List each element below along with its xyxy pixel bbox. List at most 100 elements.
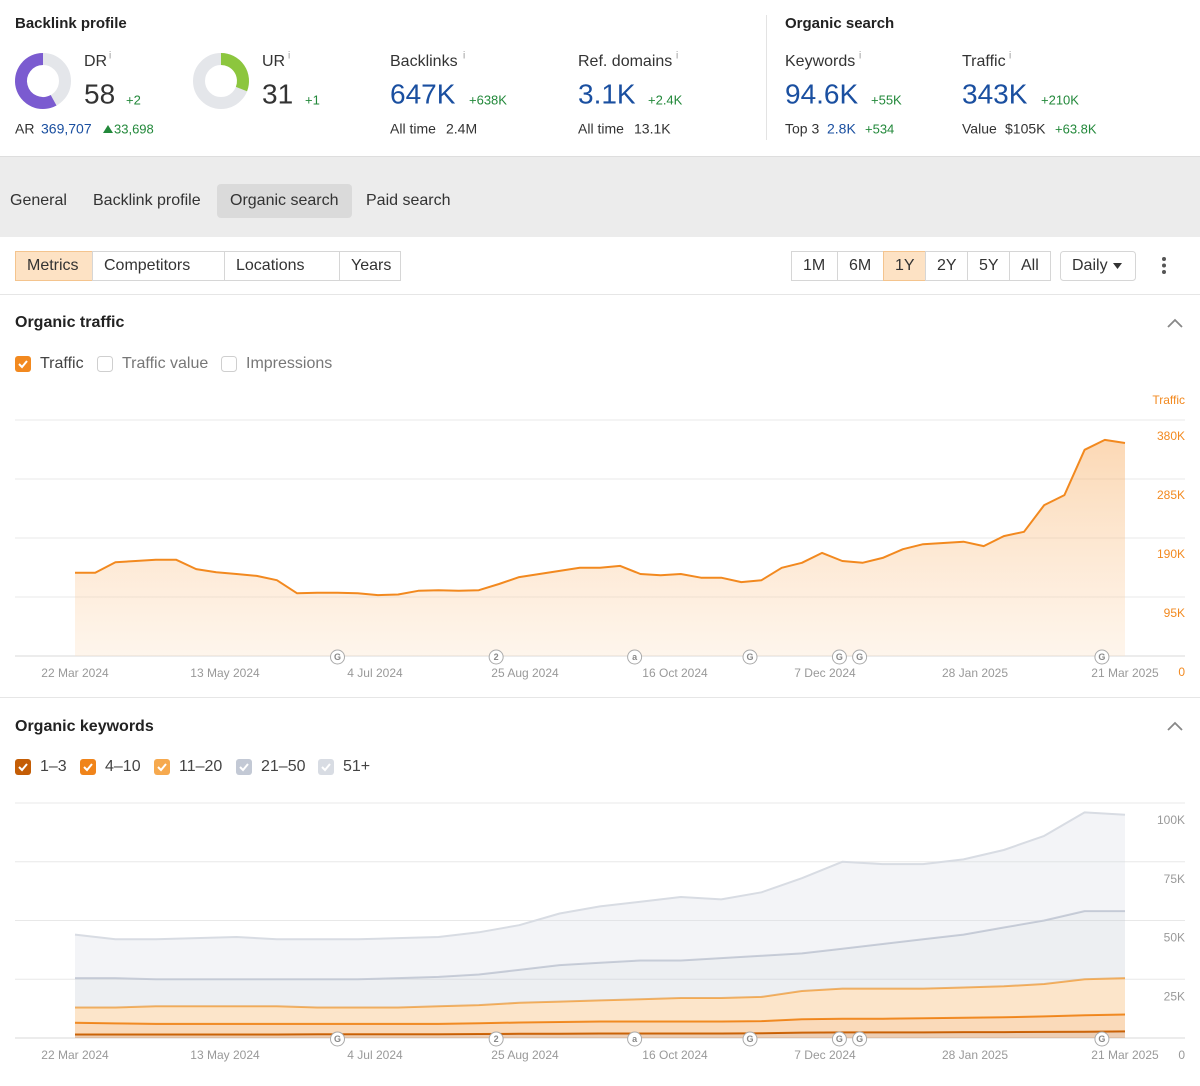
tab[interactable]: Organic search bbox=[230, 192, 339, 209]
section-title: Backlink profile bbox=[15, 15, 127, 32]
checkbox[interactable] bbox=[80, 759, 96, 775]
checkbox[interactable] bbox=[318, 759, 334, 775]
y-tick-label: 285K bbox=[1157, 488, 1185, 502]
event-marker[interactable] bbox=[330, 649, 345, 665]
event-marker[interactable] bbox=[831, 649, 847, 665]
chart-title: Organic traffic bbox=[15, 314, 124, 331]
collapse-toggle[interactable] bbox=[1167, 721, 1183, 731]
line bbox=[75, 977, 1126, 1009]
toolbar-button[interactable] bbox=[339, 251, 401, 281]
x-tick-label: 16 Oct 2024 bbox=[642, 666, 708, 680]
interval-select[interactable] bbox=[1060, 251, 1136, 281]
toolbar-label[interactable]: 2Y bbox=[937, 257, 957, 274]
toolbar-label[interactable]: 1Y bbox=[895, 257, 915, 274]
checkbox[interactable] bbox=[236, 759, 252, 775]
legend-label: 1–3 bbox=[40, 758, 67, 775]
checkmark bbox=[18, 763, 28, 772]
toolbar-button[interactable] bbox=[837, 251, 884, 281]
tab[interactable]: Backlink profile bbox=[93, 192, 201, 209]
toolbar-label[interactable]: All bbox=[1021, 257, 1039, 274]
y-tick-label: 190K bbox=[1157, 547, 1185, 561]
checkbox[interactable] bbox=[15, 356, 31, 372]
toolbar-label[interactable]: 1M bbox=[803, 257, 825, 274]
event-marker[interactable] bbox=[742, 1031, 758, 1047]
event-label: G bbox=[746, 652, 753, 662]
event-label: 2 bbox=[494, 652, 499, 662]
checkbox[interactable] bbox=[221, 356, 237, 372]
metric-change: +55K bbox=[871, 92, 902, 107]
info-icon: i bbox=[1009, 51, 1011, 62]
legend-label: 21–50 bbox=[261, 758, 306, 775]
event-marker[interactable] bbox=[627, 1031, 643, 1047]
toolbar-button[interactable] bbox=[967, 251, 1010, 281]
x-tick-label: 22 Mar 2024 bbox=[41, 666, 109, 680]
event-marker[interactable] bbox=[742, 649, 758, 665]
toolbar-button[interactable] bbox=[1009, 251, 1051, 281]
more-menu[interactable] bbox=[1162, 257, 1166, 274]
toolbar-button[interactable] bbox=[925, 251, 968, 281]
toolbar-label[interactable]: Metrics bbox=[27, 257, 79, 274]
event-marker[interactable] bbox=[1094, 649, 1110, 665]
event-marker[interactable] bbox=[1094, 1031, 1110, 1047]
info-icon: i bbox=[463, 51, 465, 62]
metric-value: 13.1K bbox=[634, 121, 671, 137]
metric-change: +2.4K bbox=[648, 92, 683, 107]
gauge-arc bbox=[15, 53, 57, 109]
interval-label[interactable]: Daily bbox=[1072, 257, 1108, 274]
up-arrow bbox=[103, 125, 113, 133]
event-marker[interactable] bbox=[852, 649, 868, 665]
event-marker[interactable] bbox=[330, 1031, 345, 1047]
event-label: G bbox=[1098, 1034, 1105, 1044]
metric-change: +534 bbox=[865, 121, 894, 136]
event-label: G bbox=[334, 1034, 341, 1044]
event-marker[interactable] bbox=[831, 1031, 847, 1047]
toolbar-label[interactable]: 5Y bbox=[979, 257, 999, 274]
y-tick-label: 380K bbox=[1157, 429, 1185, 443]
metric-value: 647K bbox=[390, 78, 456, 109]
toolbar-button[interactable] bbox=[92, 251, 225, 281]
event-marker[interactable] bbox=[488, 1031, 504, 1047]
legend-label: Impressions bbox=[246, 355, 332, 372]
checkmark bbox=[18, 360, 28, 369]
y-tick-label: 95K bbox=[1164, 606, 1185, 620]
checkbox[interactable] bbox=[154, 759, 170, 775]
checkbox[interactable] bbox=[97, 356, 113, 372]
toolbar-label[interactable]: Competitors bbox=[104, 257, 190, 274]
tabs-bg bbox=[0, 157, 1200, 237]
metric-label: UR bbox=[262, 53, 285, 70]
metric-value: 94.6K bbox=[785, 78, 858, 109]
event-label: G bbox=[334, 652, 341, 662]
toolbar-button[interactable] bbox=[224, 251, 340, 281]
checkbox[interactable] bbox=[15, 759, 31, 775]
line bbox=[74, 1013, 1126, 1025]
metric-value: 343K bbox=[962, 78, 1028, 109]
line bbox=[75, 438, 1126, 597]
tab[interactable]: Paid search bbox=[366, 192, 451, 209]
x-tick-label: 4 Jul 2024 bbox=[347, 1048, 403, 1062]
tab[interactable]: General bbox=[10, 192, 67, 209]
event-marker[interactable] bbox=[627, 649, 643, 665]
toolbar-label[interactable]: Years bbox=[351, 257, 391, 274]
metric-label: All time bbox=[578, 121, 624, 137]
info-icon: i bbox=[676, 51, 678, 62]
toolbar-button[interactable] bbox=[15, 251, 93, 281]
toolbar-label[interactable]: Locations bbox=[236, 257, 305, 274]
collapse-toggle[interactable] bbox=[1167, 318, 1183, 328]
metric-value: 3.1K bbox=[578, 78, 636, 109]
checkmark bbox=[321, 763, 331, 772]
legend-label: 11–20 bbox=[179, 758, 222, 775]
toolbar-button[interactable] bbox=[791, 251, 838, 281]
checkmark bbox=[83, 763, 93, 772]
event-marker[interactable] bbox=[488, 649, 504, 665]
toolbar-button[interactable] bbox=[883, 251, 926, 281]
legend-label: Traffic bbox=[40, 355, 84, 372]
legend-label: Traffic value bbox=[122, 355, 208, 372]
event-label: G bbox=[1098, 652, 1105, 662]
metric-change: +210K bbox=[1041, 92, 1079, 107]
metric-value: 58 bbox=[84, 78, 115, 109]
toolbar-label[interactable]: 6M bbox=[849, 257, 871, 274]
metric-label: Traffic bbox=[962, 53, 1006, 70]
event-marker[interactable] bbox=[852, 1031, 868, 1047]
y-tick-label: 75K bbox=[1164, 872, 1185, 886]
event-label: a bbox=[632, 1034, 638, 1044]
